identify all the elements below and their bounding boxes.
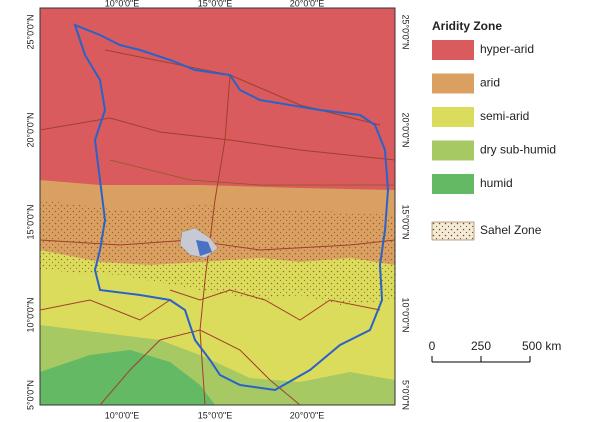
legend-label: humid — [480, 176, 513, 190]
longitude-label: 10°0'0"E — [105, 0, 140, 8]
map-lines — [40, 23, 395, 405]
sahel-swatch — [431, 221, 475, 241]
latitude-label: 10°0'0"N — [401, 297, 411, 332]
longitude-label: 10°0'0"E — [105, 410, 140, 420]
scale-label: 250 — [471, 339, 491, 353]
country-border — [40, 239, 395, 251]
longitude-label: 20°0'0"E — [290, 410, 325, 420]
legend-swatch — [432, 140, 474, 161]
latitude-label: 15°0'0"N — [401, 204, 411, 239]
legend-label: semi-arid — [480, 109, 529, 123]
longitude-label: 15°0'0"E — [198, 0, 233, 8]
country-border — [104, 49, 381, 126]
country-border — [40, 299, 171, 321]
latitude-label: 15°0'0"N — [25, 204, 35, 239]
scale-label: 0 — [429, 339, 436, 353]
lake-water — [196, 240, 212, 256]
latitude-label: 20°0'0"N — [25, 112, 35, 147]
zone-boundary — [109, 159, 395, 186]
latitude-label: 10°0'0"N — [25, 297, 35, 332]
latitude-label: 5°0'0"N — [401, 380, 411, 410]
map-frame — [39, 7, 396, 406]
latitude-label: 20°0'0"N — [401, 112, 411, 147]
legend-label: hyper-arid — [480, 42, 534, 56]
basin-outline — [73, 23, 390, 392]
legend-label: arid — [480, 76, 500, 90]
legend-label: dry sub-humid — [480, 143, 556, 157]
country-border — [40, 117, 395, 161]
legend-swatch — [432, 107, 474, 127]
legend-swatch — [432, 174, 474, 194]
legend-swatch — [432, 40, 474, 60]
country-border — [169, 289, 381, 321]
scale-label: 500 km — [522, 339, 561, 353]
aridity-zone — [40, 350, 215, 405]
legend-label: Sahel Zone — [480, 223, 542, 237]
longitude-label: 15°0'0"E — [198, 410, 233, 420]
latitude-label: 25°0'0"N — [25, 14, 35, 49]
latitude-label: 5°0'0"N — [25, 380, 35, 410]
sahel-zone — [40, 200, 395, 305]
country-border — [99, 329, 301, 405]
longitude-label: 20°0'0"E — [290, 0, 325, 8]
legend-title: Aridity Zone — [432, 19, 502, 33]
latitude-label: 25°0'0"N — [401, 14, 411, 49]
legend-swatch — [432, 73, 474, 94]
